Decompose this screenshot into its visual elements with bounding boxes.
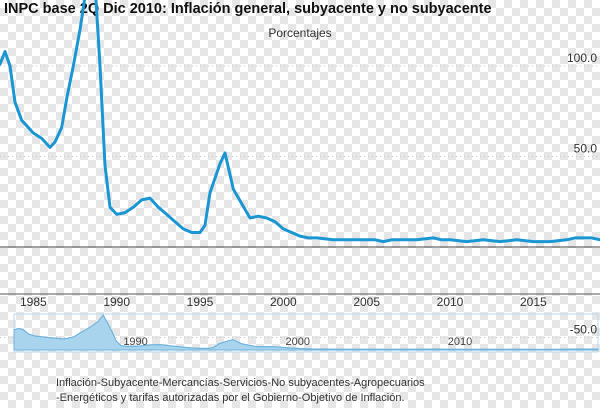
x-tick-label: 1990 bbox=[103, 295, 130, 309]
navigator-year-label: 2010 bbox=[448, 336, 472, 348]
x-tick-label: 2010 bbox=[437, 295, 464, 309]
range-navigator[interactable]: 1990 2000 2010 bbox=[13, 313, 599, 353]
chart-subtitle: Porcentajes bbox=[268, 26, 332, 40]
legend-line-1: Inflación-Subyacente-Mercancías-Servicio… bbox=[56, 377, 425, 389]
x-tick-label: 1995 bbox=[187, 295, 214, 309]
chart-title: INPC base 2Q Dic 2010: Inflación general… bbox=[4, 1, 492, 17]
x-tick-label: 2000 bbox=[270, 295, 297, 309]
grid-lines bbox=[0, 65, 600, 338]
navigator-line bbox=[13, 314, 599, 350]
navigator-year-label: 2000 bbox=[286, 336, 310, 348]
inflation-series bbox=[0, 0, 600, 244]
series-line bbox=[0, 0, 600, 244]
legend-footer: Inflación-Subyacente-Mercancías-Servicio… bbox=[56, 376, 425, 406]
y-tick-label: 50.0 bbox=[574, 142, 598, 156]
y-tick-label: 100.0 bbox=[567, 51, 597, 65]
y-tick-label: -50.0 bbox=[570, 323, 598, 337]
x-tick-label: 2005 bbox=[353, 295, 380, 309]
legend-line-2: -Energéticos y tarifas autorizadas por e… bbox=[56, 392, 405, 404]
x-tick-label: 1985 bbox=[20, 295, 47, 309]
navigator-year-label: 1990 bbox=[123, 336, 147, 348]
x-tick-label: 2015 bbox=[520, 295, 547, 309]
y-axis-tick-labels: 150.0100.050.0-50.0 bbox=[567, 51, 598, 337]
x-axis-tick-labels: 1985 1990 1995 2000 2005 2010 2015 bbox=[20, 295, 547, 309]
